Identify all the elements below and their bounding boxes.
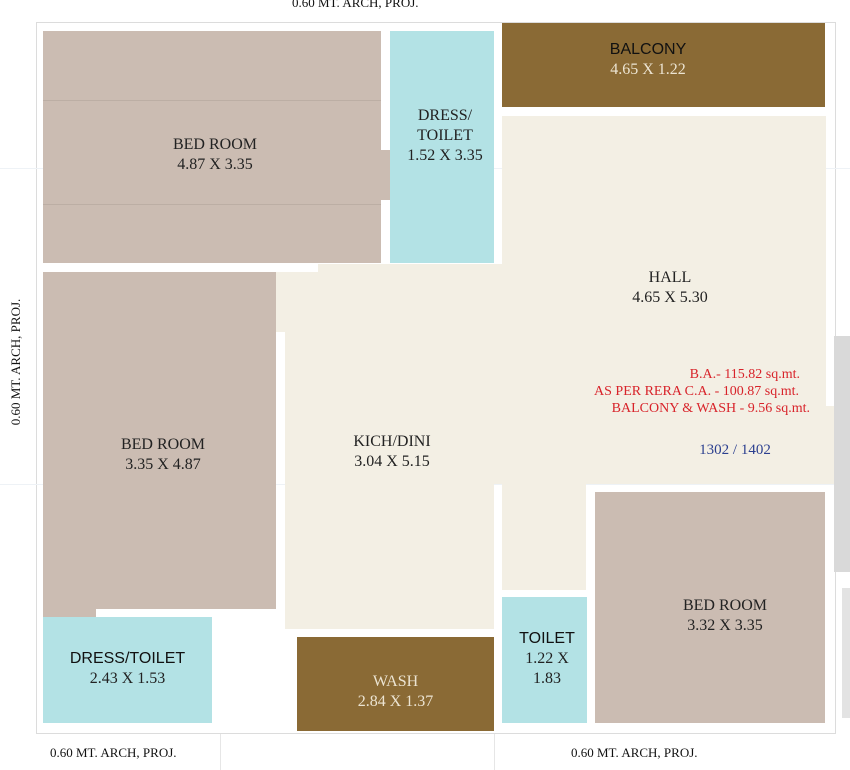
balcony-wash-area: BALCONY & WASH - 9.56 sq.mt. [611, 401, 810, 416]
right-wall-band [842, 588, 850, 718]
bedroom-1-label: BED ROOM 4.87 X 3.35 [130, 135, 300, 175]
room-size: 2.43 X 1.53 [89, 670, 166, 687]
rera-carpet-area: AS PER RERA C.A. - 100.87 sq.mt. [594, 384, 799, 399]
dress-toilet-1 [390, 31, 494, 263]
room-name: DRESS/TOILET [69, 650, 186, 667]
right-wall-band [834, 336, 850, 572]
bottom-left-projection-label: 0.60 MT. ARCH, PROJ. [50, 745, 177, 760]
room-size: 2.84 X 1.37 [357, 693, 434, 710]
room-size: 4.65 X 1.22 [610, 61, 686, 78]
room-name: TOILET [519, 630, 575, 647]
room-size: 3.35 X 4.87 [125, 456, 201, 473]
toilet-label: TOILET 1.22 X 1.83 [502, 629, 592, 689]
room-name: BED ROOM [682, 597, 767, 614]
room-size: 1.83 [533, 670, 561, 687]
room-name: BED ROOM [172, 136, 257, 153]
dress-toilet-1-label: DRESS/ TOILET 1.52 X 3.35 [390, 106, 500, 166]
bedroom-1-line [43, 204, 381, 205]
wash-label: WASH 2.84 X 1.37 [297, 672, 494, 712]
bedroom-1-nib [381, 150, 390, 200]
room-name: HALL [648, 269, 692, 286]
room-size: 4.87 X 3.35 [177, 156, 253, 173]
bedroom-1-line [43, 100, 381, 101]
top-projection-label: 0.60 MT. ARCH, PROJ. [292, 0, 419, 10]
grid-line [220, 734, 221, 770]
room-name: TOILET [417, 127, 473, 144]
room-name: BALCONY [609, 41, 687, 58]
room-size: 3.04 X 5.15 [354, 453, 430, 470]
bedroom-2-label: BED ROOM 3.35 X 4.87 [78, 435, 248, 475]
grid-line [494, 734, 495, 770]
kitchen-strip [276, 272, 286, 332]
passage [502, 484, 586, 590]
bedroom-1 [43, 31, 381, 263]
room-size: 3.32 X 3.35 [687, 617, 763, 634]
room-size: 4.65 X 5.30 [632, 289, 708, 306]
room-size: 1.22 X [525, 650, 569, 667]
bedroom-3-label: BED ROOM 3.32 X 3.35 [640, 596, 810, 636]
dress-toilet-2 [43, 617, 212, 723]
room-name: KICH/DINI [353, 433, 431, 450]
wash-room [297, 637, 494, 731]
flat-numbers: 1302 / 1402 [699, 442, 771, 458]
room-name: BED ROOM [120, 436, 205, 453]
kitchen-room [285, 272, 494, 629]
bedroom-2 [43, 272, 276, 609]
hall-link-top [318, 264, 390, 272]
hall-label: HALL 4.65 X 5.30 [585, 268, 755, 308]
ba-area: B.A.- 115.82 sq.mt. [689, 367, 800, 382]
kitchen-label: KICH/DINI 3.04 X 5.15 [307, 432, 477, 472]
room-size: 1.52 X 3.35 [407, 147, 483, 164]
hall-room [502, 116, 826, 406]
bedroom-2-nib [43, 609, 96, 617]
room-name: DRESS/ [417, 107, 473, 124]
hall-room-lower [502, 406, 834, 484]
bottom-right-projection-label: 0.60 MT. ARCH, PROJ. [571, 745, 698, 760]
area-notes: B.A.- 115.82 sq.mt. AS PER RERA C.A. - 1… [520, 366, 810, 417]
left-projection-label: 0.60 MT. ARCH, PROJ. [8, 298, 23, 426]
room-name: WASH [372, 673, 419, 690]
dress-toilet-2-label: DRESS/TOILET 2.43 X 1.53 [43, 649, 212, 689]
toilet-room [502, 597, 587, 723]
balcony-label: BALCONY 4.65 X 1.22 [563, 40, 733, 80]
balcony-room [502, 23, 825, 107]
bedroom-3 [595, 492, 825, 723]
